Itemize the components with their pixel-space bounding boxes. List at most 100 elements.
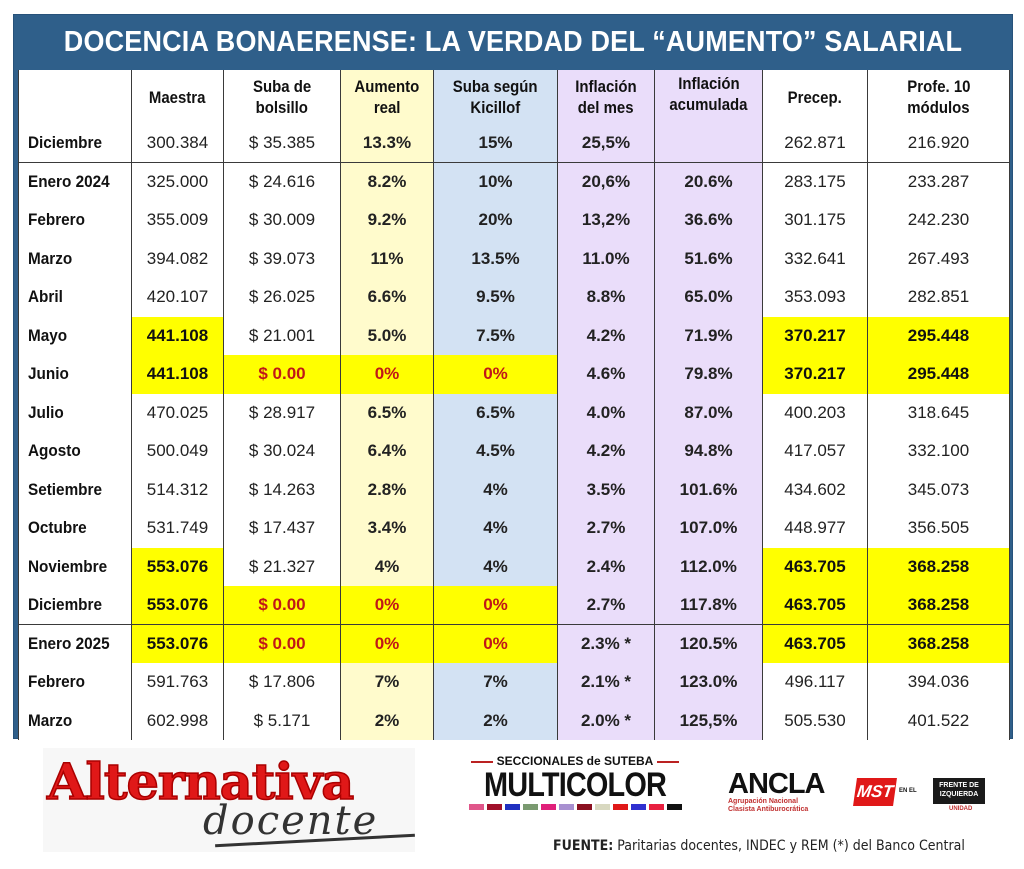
table-row: Mayo 441.108 $ 21.001 5.0% 7.5% 4.2% 71.9% 370.…: [18, 316, 1010, 355]
cell-suba-kicillof: 4%: [433, 509, 558, 548]
table-row: Febrero 591.763 $ 17.806 7% 7% 2.1% * 123.0% 49…: [18, 663, 1010, 702]
source-note: FUENTE: Paritarias docentes, INDEC y REM…: [553, 838, 965, 854]
salary-table: Maestra Suba de bolsillo Aumento real Suba…: [18, 70, 1010, 740]
cell-suba-bolsillo: $ 0.00: [223, 355, 341, 394]
cell-aumento-real: 6.6%: [340, 278, 434, 317]
cell-profe-10: 216.920: [867, 124, 1010, 163]
cell-inflacion-acumulada: 71.9%: [654, 316, 763, 355]
cell-suba-kicillof: 4%: [433, 547, 558, 586]
cell-precep: 262.871: [762, 124, 868, 163]
cell-aumento-real: 13.3%: [340, 124, 434, 163]
salary-table-frame: DOCENCIA BONAERENSE: LA VERDAD DEL “AUME…: [13, 14, 1013, 740]
cell-mes: Diciembre: [18, 586, 132, 625]
cell-mes: Junio: [18, 355, 132, 394]
cell-inflacion-acumulada: 117.8%: [654, 586, 763, 625]
cell-mes: Octubre: [18, 509, 132, 548]
cell-inflacion-mes: 4.2%: [557, 316, 655, 355]
cell-inflacion-mes: 4.2%: [557, 432, 655, 471]
cell-maestra: 591.763: [131, 663, 224, 702]
cell-suba-kicillof: 20%: [433, 201, 558, 240]
cell-suba-kicillof: 4.5%: [433, 432, 558, 471]
cell-suba-kicillof: 13.5%: [433, 239, 558, 278]
cell-mes: Febrero: [18, 663, 132, 702]
cell-precep: 400.203: [762, 393, 868, 432]
cell-maestra: 500.049: [131, 432, 224, 471]
cell-aumento-real: 6.5%: [340, 393, 434, 432]
cell-aumento-real: 2.8%: [340, 470, 434, 509]
cell-inflacion-mes: 25,5%: [557, 124, 655, 163]
cell-aumento-real: 0%: [340, 624, 434, 663]
cell-inflacion-mes: 2.0% *: [557, 701, 655, 740]
header-inflacion-acumulada: Inflación acumulada: [654, 70, 763, 124]
cell-suba-bolsillo: $ 26.025: [223, 278, 341, 317]
cell-maestra: 300.384: [131, 124, 224, 163]
cell-precep: 434.602: [762, 470, 868, 509]
cell-suba-bolsillo: $ 21.327: [223, 547, 341, 586]
cell-suba-bolsillo: $ 28.917: [223, 393, 341, 432]
cell-suba-bolsillo: $ 14.263: [223, 470, 341, 509]
cell-suba-kicillof: 15%: [433, 124, 558, 163]
table-row: Agosto 500.049 $ 30.024 6.4% 4.5% 4.2% 94.8% 41…: [18, 432, 1010, 471]
cell-aumento-real: 3.4%: [340, 509, 434, 548]
header-profe-10: Profe. 10 módulos: [867, 70, 1010, 124]
cell-precep: 370.217: [762, 355, 868, 394]
cell-precep: 496.117: [762, 663, 868, 702]
cell-mes: Marzo: [18, 239, 132, 278]
cell-mes: Mayo: [18, 316, 132, 355]
cell-inflacion-acumulada: 101.6%: [654, 470, 763, 509]
cell-suba-bolsillo: $ 35.385: [223, 124, 341, 163]
cell-suba-kicillof: 7%: [433, 663, 558, 702]
cell-maestra: 441.108: [131, 316, 224, 355]
cell-suba-bolsillo: $ 17.806: [223, 663, 341, 702]
cell-profe-10: 368.258: [867, 547, 1010, 586]
cell-maestra: 531.749: [131, 509, 224, 548]
table-row: Octubre 531.749 $ 17.437 3.4% 4% 2.7% 107.0% 44…: [18, 509, 1010, 548]
cell-precep: 417.057: [762, 432, 868, 471]
cell-suba-bolsillo: $ 17.437: [223, 509, 341, 548]
cell-inflacion-mes: 8.8%: [557, 278, 655, 317]
cell-mes: Noviembre: [18, 547, 132, 586]
color-bar: [465, 804, 685, 810]
table-row: Marzo 394.082 $ 39.073 11% 13.5% 11.0% 51.6% 33…: [18, 239, 1010, 278]
cell-profe-10: 282.851: [867, 278, 1010, 317]
table-row: Setiembre 514.312 $ 14.263 2.8% 4% 3.5% 101.6%…: [18, 470, 1010, 509]
cell-suba-bolsillo: $ 30.009: [223, 201, 341, 240]
cell-suba-bolsillo: $ 39.073: [223, 239, 341, 278]
cell-mes: Febrero: [18, 201, 132, 240]
table-row: Febrero 355.009 $ 30.009 9.2% 20% 13,2% 36.6% 3…: [18, 201, 1010, 240]
cell-suba-bolsillo: $ 5.171: [223, 701, 341, 740]
page-title: DOCENCIA BONAERENSE: LA VERDAD DEL “AUME…: [63, 25, 963, 58]
cell-precep: 332.641: [762, 239, 868, 278]
cell-inflacion-mes: 2.7%: [557, 509, 655, 548]
cell-mes: Enero 2024: [18, 162, 132, 201]
cell-inflacion-acumulada: 20.6%: [654, 162, 763, 201]
cell-inflacion-acumulada: 51.6%: [654, 239, 763, 278]
cell-profe-10: 356.505: [867, 509, 1010, 548]
cell-profe-10: 345.073: [867, 470, 1010, 509]
cell-maestra: 470.025: [131, 393, 224, 432]
table-row: Abril 420.107 $ 26.025 6.6% 9.5% 8.8% 65.0% 353…: [18, 278, 1010, 317]
cell-inflacion-acumulada: 125,5%: [654, 701, 763, 740]
cell-inflacion-mes: 2.4%: [557, 547, 655, 586]
mst-fit-logo: MST EN EL FRENTE DE IZQUIERDA UNIDAD: [853, 778, 985, 818]
cell-suba-kicillof: 0%: [433, 355, 558, 394]
cell-inflacion-mes: 2.7%: [557, 586, 655, 625]
cell-precep: 463.705: [762, 586, 868, 625]
cell-maestra: 514.312: [131, 470, 224, 509]
cell-aumento-real: 4%: [340, 547, 434, 586]
table-row: Diciembre 300.384 $ 35.385 13.3% 15% 25,5% 262…: [18, 124, 1010, 163]
cell-suba-kicillof: 0%: [433, 586, 558, 625]
cell-maestra: 325.000: [131, 162, 224, 201]
cell-suba-kicillof: 7.5%: [433, 316, 558, 355]
cell-profe-10: 295.448: [867, 316, 1010, 355]
cell-profe-10: 242.230: [867, 201, 1010, 240]
cell-profe-10: 295.448: [867, 355, 1010, 394]
cell-suba-kicillof: 10%: [433, 162, 558, 201]
multicolor-logo: SECCIONALES de SUTEBA MULTICOLOR: [465, 754, 685, 814]
header-inflacion-mes: Inflación del mes: [557, 70, 655, 124]
cell-inflacion-acumulada: 107.0%: [654, 509, 763, 548]
cell-profe-10: 401.522: [867, 701, 1010, 740]
cell-suba-kicillof: 6.5%: [433, 393, 558, 432]
cell-inflacion-acumulada: 123.0%: [654, 663, 763, 702]
cell-mes: Setiembre: [18, 470, 132, 509]
